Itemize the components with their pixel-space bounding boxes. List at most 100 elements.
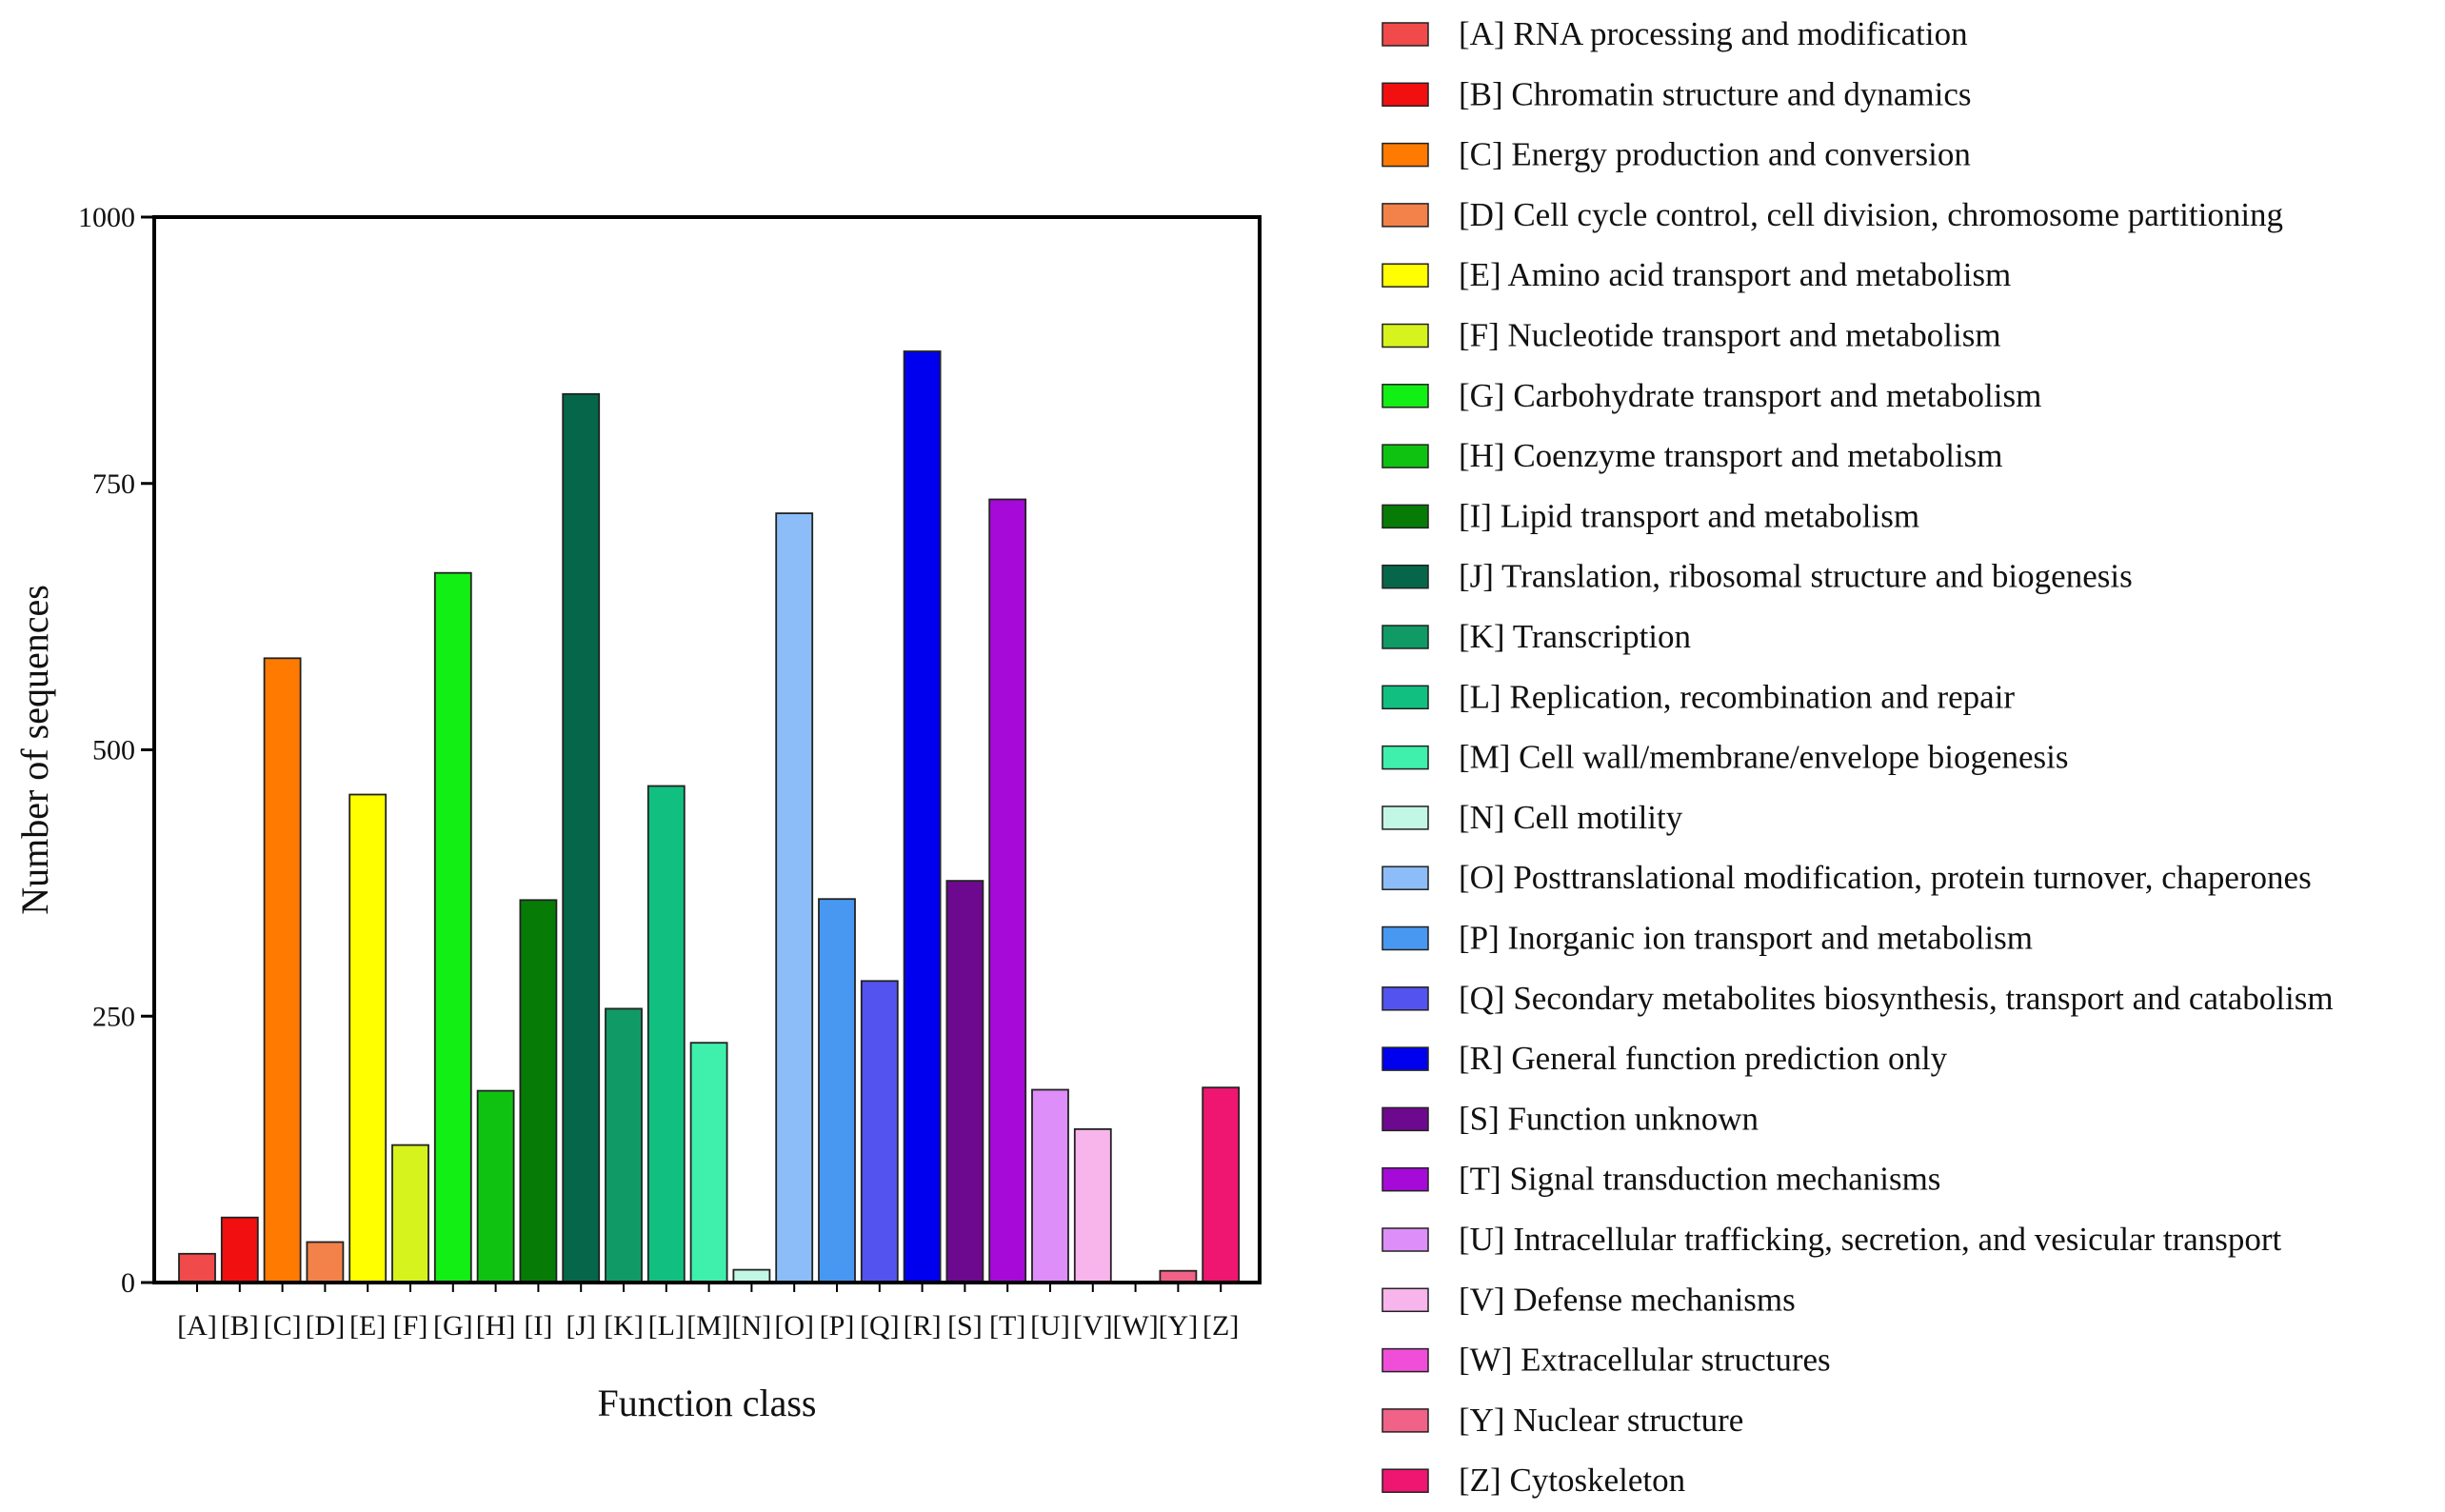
legend-label: [L] Replication, recombination and repai… (1459, 678, 2015, 715)
x-tick-label: [T] (989, 1310, 1025, 1342)
legend-swatch (1382, 925, 1429, 951)
x-tick-label: [N] (732, 1310, 772, 1342)
bar-r (903, 350, 942, 1283)
y-tick-label: 250 (92, 1001, 135, 1032)
y-tick-label: 500 (92, 735, 135, 766)
x-tick-label: [J] (566, 1310, 596, 1342)
legend-swatch (1382, 1287, 1429, 1313)
legend-label: [G] Carbohydrate transport and metabolis… (1459, 377, 2041, 414)
x-tick-label: [Q] (860, 1310, 900, 1342)
legend-swatch (1382, 745, 1429, 770)
legend-swatch (1382, 1347, 1429, 1373)
bar-o (775, 512, 814, 1283)
legend-swatch (1382, 384, 1429, 408)
x-tick-label: [K] (604, 1310, 644, 1342)
legend-label: [J] Translation, ribosomal structure and… (1459, 558, 2133, 595)
legend: [A] RNA processing and modification [B] C… (1382, 15, 2334, 1499)
x-tick-label: [H] (476, 1310, 516, 1342)
legend-label: [B] Chromatin structure and dynamics (1459, 75, 1971, 112)
legend-label: [P] Inorganic ion transport and metaboli… (1459, 920, 2033, 957)
bar-e (348, 793, 388, 1283)
bar-p (818, 898, 856, 1283)
legend-swatch (1382, 504, 1429, 529)
x-tick-label: [Z] (1203, 1310, 1239, 1342)
legend-label: [S] Function unknown (1459, 1100, 1759, 1137)
legend-swatch (1382, 685, 1429, 710)
x-tick-label: [G] (433, 1310, 473, 1342)
legend-label: [Q] Secondary metabolites biosynthesis, … (1459, 980, 2334, 1017)
legend-swatch (1382, 323, 1429, 348)
y-axis: 0 250 500 750 1000 (78, 202, 154, 1299)
legend-swatch (1382, 263, 1429, 288)
bar-d (306, 1241, 345, 1283)
legend-swatch (1382, 22, 1429, 47)
legend-label: [M] Cell wall/membrane/envelope biogenes… (1459, 739, 2069, 776)
x-tick-label: [L] (648, 1310, 685, 1342)
legend-swatch (1382, 142, 1429, 168)
legend-label: [W] Extracellular structures (1459, 1342, 1831, 1379)
x-tick-label: [B] (221, 1310, 259, 1342)
legend-swatch (1382, 1046, 1429, 1071)
legend-swatch (1382, 806, 1429, 830)
bar-a (178, 1252, 216, 1283)
legend-swatch (1382, 444, 1429, 468)
bar-k (605, 1007, 643, 1283)
bar-t (988, 498, 1027, 1283)
x-axis-title: Function class (598, 1382, 817, 1424)
legend-label: [E] Amino acid transport and metabolism (1459, 256, 2011, 293)
bar-n (732, 1268, 771, 1283)
bar-g (433, 571, 472, 1283)
legend-label: [H] Coenzyme transport and metabolism (1459, 437, 2003, 474)
x-axis: [A] [B] [C] [D] [E] [F] [G] [H] [I] [J] [K] [L] [M][… (177, 1283, 1239, 1342)
bar-l (646, 785, 686, 1283)
legend-label: [C] Energy production and conversion (1459, 136, 1971, 173)
x-tick-label: [F] (393, 1310, 428, 1342)
legend-label: [F] Nucleotide transport and metabolism (1459, 317, 2001, 354)
bar-j (562, 392, 601, 1283)
x-tick-label: [R] (904, 1310, 942, 1342)
x-tick-label: [S] (947, 1310, 983, 1342)
bar-u (1031, 1088, 1069, 1283)
legend-label: [I] Lipid transport and metabolism (1459, 497, 1919, 534)
x-tick-label: [D] (306, 1310, 346, 1342)
x-tick-label: [I] (524, 1310, 552, 1342)
legend-swatch (1382, 1166, 1429, 1192)
x-tick-label: [W] (1112, 1310, 1158, 1342)
x-tick-label: [A] (177, 1310, 217, 1342)
legend-label: [R] General function prediction only (1459, 1040, 1948, 1077)
y-axis-title: Number of sequences (13, 585, 56, 915)
legend-label: [V] Defense mechanisms (1459, 1281, 1796, 1318)
legend-label: [Z] Cytoskeleton (1459, 1462, 1685, 1499)
x-tick-label: [C] (264, 1310, 302, 1342)
x-tick-label: [P] (820, 1310, 855, 1342)
legend-label: [O] Posttranslational modification, prot… (1459, 859, 2312, 896)
legend-label: [Y] Nuclear structure (1459, 1402, 1743, 1439)
x-tick-label: [Y] (1159, 1310, 1199, 1342)
x-tick-label: [O] (774, 1310, 814, 1342)
legend-label: [A] RNA processing and modification (1459, 15, 1968, 52)
bar-h (476, 1089, 515, 1283)
legend-label: [U] Intracellular trafficking, secretion… (1459, 1221, 2282, 1258)
bar-q (860, 980, 899, 1283)
bar-v (1073, 1128, 1112, 1283)
bar-z (1202, 1086, 1241, 1283)
legend-label: [T] Signal transduction mechanisms (1459, 1161, 1940, 1198)
legend-label: [N] Cell motility (1459, 799, 1683, 836)
bars (178, 350, 1241, 1283)
legend-swatch (1382, 203, 1429, 228)
x-tick-label: [E] (349, 1310, 386, 1342)
y-tick-label: 0 (121, 1267, 135, 1299)
legend-swatch (1382, 625, 1429, 649)
y-tick-label: 1000 (78, 202, 135, 233)
bar-c (263, 657, 302, 1283)
legend-swatch (1382, 82, 1429, 108)
x-tick-label: [V] (1073, 1310, 1113, 1342)
x-tick-label: [M] (686, 1310, 731, 1342)
legend-swatch (1382, 564, 1429, 589)
bar-i (519, 899, 558, 1283)
bar-b (220, 1216, 259, 1283)
bar-s (945, 880, 984, 1283)
legend-label: [K] Transcription (1459, 618, 1691, 655)
legend-swatch (1382, 1408, 1429, 1433)
